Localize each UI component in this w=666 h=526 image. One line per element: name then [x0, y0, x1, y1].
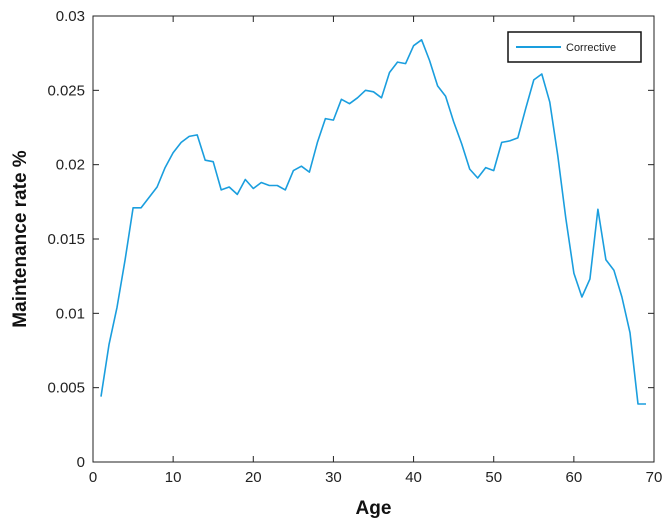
y-tick-label: 0.02: [56, 157, 85, 174]
legend: Corrective: [507, 31, 642, 63]
x-tick-label: 0: [89, 469, 97, 486]
x-axis-ticks: 0 10 20 30 40 50 60 70: [89, 16, 663, 486]
y-tick-label: 0.03: [56, 8, 85, 25]
x-tick-label: 20: [245, 469, 262, 486]
x-tick-label: 70: [646, 469, 663, 486]
y-tick-label: 0.005: [47, 380, 85, 397]
x-tick-label: 60: [566, 469, 583, 486]
x-tick-label: 40: [405, 469, 422, 486]
x-tick-label: 50: [485, 469, 502, 486]
plot-area-frame: [92, 15, 655, 463]
y-tick-label: 0.025: [47, 82, 85, 99]
series-line-corrective: [100, 38, 646, 405]
legend-label-corrective: Corrective: [566, 42, 616, 54]
x-tick-label: 10: [165, 469, 182, 486]
y-tick-label: 0: [77, 454, 85, 471]
y-axis-ticks: 0 0.005 0.01 0.015 0.02 0.025 0.03: [47, 8, 654, 471]
y-axis-label: Maintenance rate %: [10, 150, 31, 327]
y-tick-label: 0.015: [47, 231, 85, 248]
y-tick-label: 0.01: [56, 305, 85, 322]
x-axis-label: Age: [356, 498, 392, 519]
x-tick-label: 30: [325, 469, 342, 486]
